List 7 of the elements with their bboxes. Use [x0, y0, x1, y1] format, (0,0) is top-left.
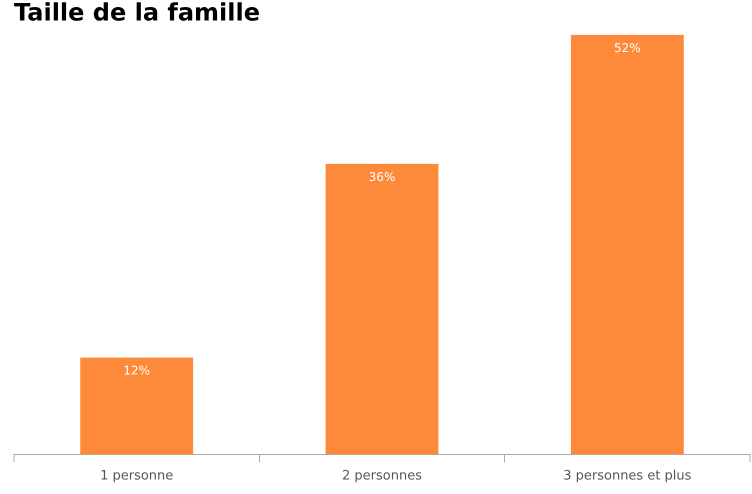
data-label: 12% [123, 364, 150, 378]
chart-title: Taille de la famille [14, 0, 260, 27]
data-label: 52% [614, 40, 641, 55]
data-label: 36% [368, 170, 396, 184]
x-tick-label: 3 personnes et plus [563, 468, 692, 484]
x-tick-label: 2 personnes [342, 468, 422, 484]
x-tick-label: 1 personne [100, 468, 174, 484]
